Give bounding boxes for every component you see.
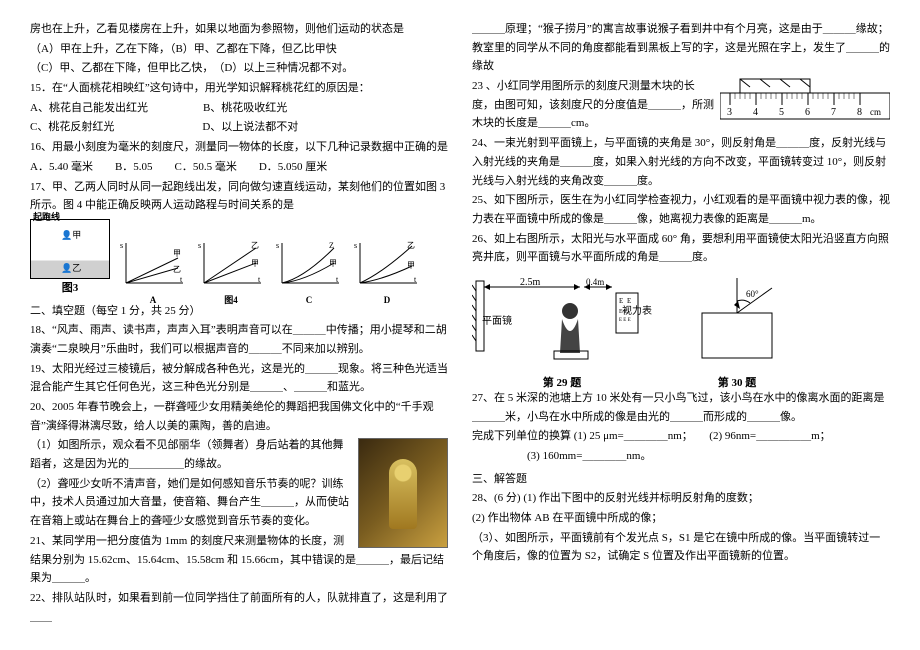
figure-4b: st 乙 甲 图4 (196, 238, 266, 298)
q15-opt-ab: A、桃花自己能发出红光 B、桃花吸收红光 (30, 99, 448, 118)
svg-text:甲: 甲 (173, 249, 181, 258)
left-column: 房也在上升，乙看见楼房在上升，如果以地面为参照物，则他们运动的状态是 （A）甲在… (30, 20, 448, 630)
svg-text:乙: 乙 (407, 241, 415, 250)
q19: 19、太阳光经过三棱镜后，被分解成各种色光，这是光的＿＿＿现象。将三种色光适当混… (30, 360, 448, 397)
q17-stem: 17、甲、乙两人同时从同一起跑线出发，同向做匀速直线运动，某刻他们的位置如图 3… (30, 178, 448, 215)
fig4-d-label: D (352, 293, 422, 308)
figure-30: 60° 第 30 题 (682, 273, 792, 383)
q16-opts: A．5.40 毫米 B．5.05 C．50.5 毫米 D．5.050 厘米 (30, 158, 448, 177)
q28-3: （3）、如图所示，平面镜前有个发光点 S，S1 是它在镜中所成的像。当平面镜转过… (472, 529, 890, 566)
svg-text:乙: 乙 (251, 241, 259, 250)
q25: 25、如下图所示，医生在为小红同学检查视力，小红观看的是平面镜中视力表的像，视力… (472, 191, 890, 228)
svg-text:甲: 甲 (407, 261, 415, 270)
figure-row: 起跑线 👤甲 👤乙 图3 st 甲 乙 A (30, 219, 448, 298)
svg-text:s: s (276, 241, 279, 250)
fig4-caption: 图4 (196, 293, 266, 308)
figure-4d: st 乙 甲 D (352, 238, 422, 298)
svg-text:60°: 60° (746, 289, 759, 299)
ruler-figure: 3 4 5 6 7 8 cm (720, 77, 890, 134)
section-3-title: 三、解答题 (472, 470, 890, 489)
q22: 22、排队站队时，如果看到前一位同学挡住了前面所有的人，队就排直了，这是利用了＿… (30, 589, 448, 626)
q29-caption: 第 29 题 (472, 374, 652, 393)
figure-4a: st 甲 乙 A (118, 238, 188, 298)
figure-29: 2.5m 0.4m EE E E E E E 平面镜 视力表 (472, 273, 652, 383)
figure-3: 起跑线 👤甲 👤乙 图3 (30, 219, 110, 298)
q28-2: (2) 作出物体 AB 在平面镜中所成的像； (472, 509, 890, 528)
fig3-label-jia: 👤甲 (61, 228, 81, 243)
svg-text:Z: Z (329, 241, 334, 250)
svg-text:3: 3 (727, 107, 732, 118)
svg-text:s: s (354, 241, 357, 250)
fig3-title: 起跑线 (33, 210, 60, 225)
svg-text:2.5m: 2.5m (520, 277, 541, 288)
q14-opt-ab: （A）甲在上升，乙在下降，（B）甲、乙都在下降，但乙比甲快 (30, 40, 448, 59)
svg-text:乙: 乙 (173, 265, 181, 274)
svg-text:s: s (120, 241, 123, 250)
q27b: 完成下列单位的换算 (1) 25 μm=＿＿＿＿nm； (2) 96nm=＿＿＿… (472, 427, 890, 446)
figures-29-30: 2.5m 0.4m EE E E E E E 平面镜 视力表 (472, 273, 890, 383)
right-column: ＿＿＿原理；“猴子捞月”的寓言故事说猴子看到井中有个月亮，这是由于＿＿＿缘故；教… (472, 20, 890, 630)
svg-text:5: 5 (779, 107, 784, 118)
thousand-hands-image (358, 438, 448, 548)
q28-1: 28、(6 分) (1) 作出下图中的反射光线并标明反射角的度数； (472, 489, 890, 508)
svg-text:8: 8 (857, 107, 862, 118)
svg-text:甲: 甲 (251, 259, 259, 268)
fig3-label-yi: 👤乙 (61, 261, 81, 276)
q22-cont: ＿＿＿原理；“猴子捞月”的寓言故事说猴子看到井中有个月亮，这是由于＿＿＿缘故；教… (472, 20, 890, 76)
q24: 24、一束光射到平面镜上，与平面镜的夹角是 30°，则反射角是＿＿＿度，反射光线… (472, 134, 890, 190)
q16-stem: 16、用最小刻度为毫米的刻度尺，测量同一物体的长度，以下几种记录数据中正确的是 (30, 138, 448, 157)
svg-text:7: 7 (831, 107, 836, 118)
q26: 26、如上右图所示，太阳光与水平面成 60° 角，要想利用平面镜使太阳光沿竖直方… (472, 230, 890, 267)
svg-text:s: s (198, 241, 201, 250)
figure-4c: st Z 甲 C (274, 238, 344, 298)
fig4-a-label: A (118, 293, 188, 308)
q20: 20、2005 年春节晚会上，一群聋哑少女用精美绝伦的舞蹈把我国佛文化中的“千手… (30, 398, 448, 435)
q14-line: 房也在上升，乙看见楼房在上升，如果以地面为参照物，则他们运动的状态是 (30, 20, 448, 39)
svg-text:4: 4 (753, 107, 758, 118)
q18: 18、“风声、雨声、读书声，声声入耳”表明声音可以在＿＿＿中传播；用小提琴和二胡… (30, 321, 448, 358)
q30-caption: 第 30 题 (682, 374, 792, 393)
q15-opt-cd: C、桃花反射红光 D、以上说法都不对 (30, 118, 448, 137)
q14-opt-cd: （C）甲、乙都在下降，但甲比乙快， （D）以上三种情况都不对。 (30, 59, 448, 78)
fig3-caption: 图3 (30, 279, 110, 298)
q15-stem: 15．在“人面桃花相映红”这句诗中，用光学知识解释桃花红的原因是： (30, 79, 448, 98)
svg-text:0.4m: 0.4m (586, 277, 604, 287)
fig4-c-label: C (274, 293, 344, 308)
q27c: (3) 160mm=＿＿＿＿nm。 (472, 447, 890, 466)
svg-text:6: 6 (805, 107, 810, 118)
mirror-label: 平面镜 (482, 313, 512, 330)
q27: 27、在 5 米深的池塘上方 10 米处有一只小鸟飞过，该小鸟在水中的像离水面的… (472, 389, 890, 426)
svg-text:甲: 甲 (329, 259, 337, 268)
eyechart-label: 视力表 (622, 303, 652, 320)
svg-text:cm: cm (870, 107, 881, 117)
